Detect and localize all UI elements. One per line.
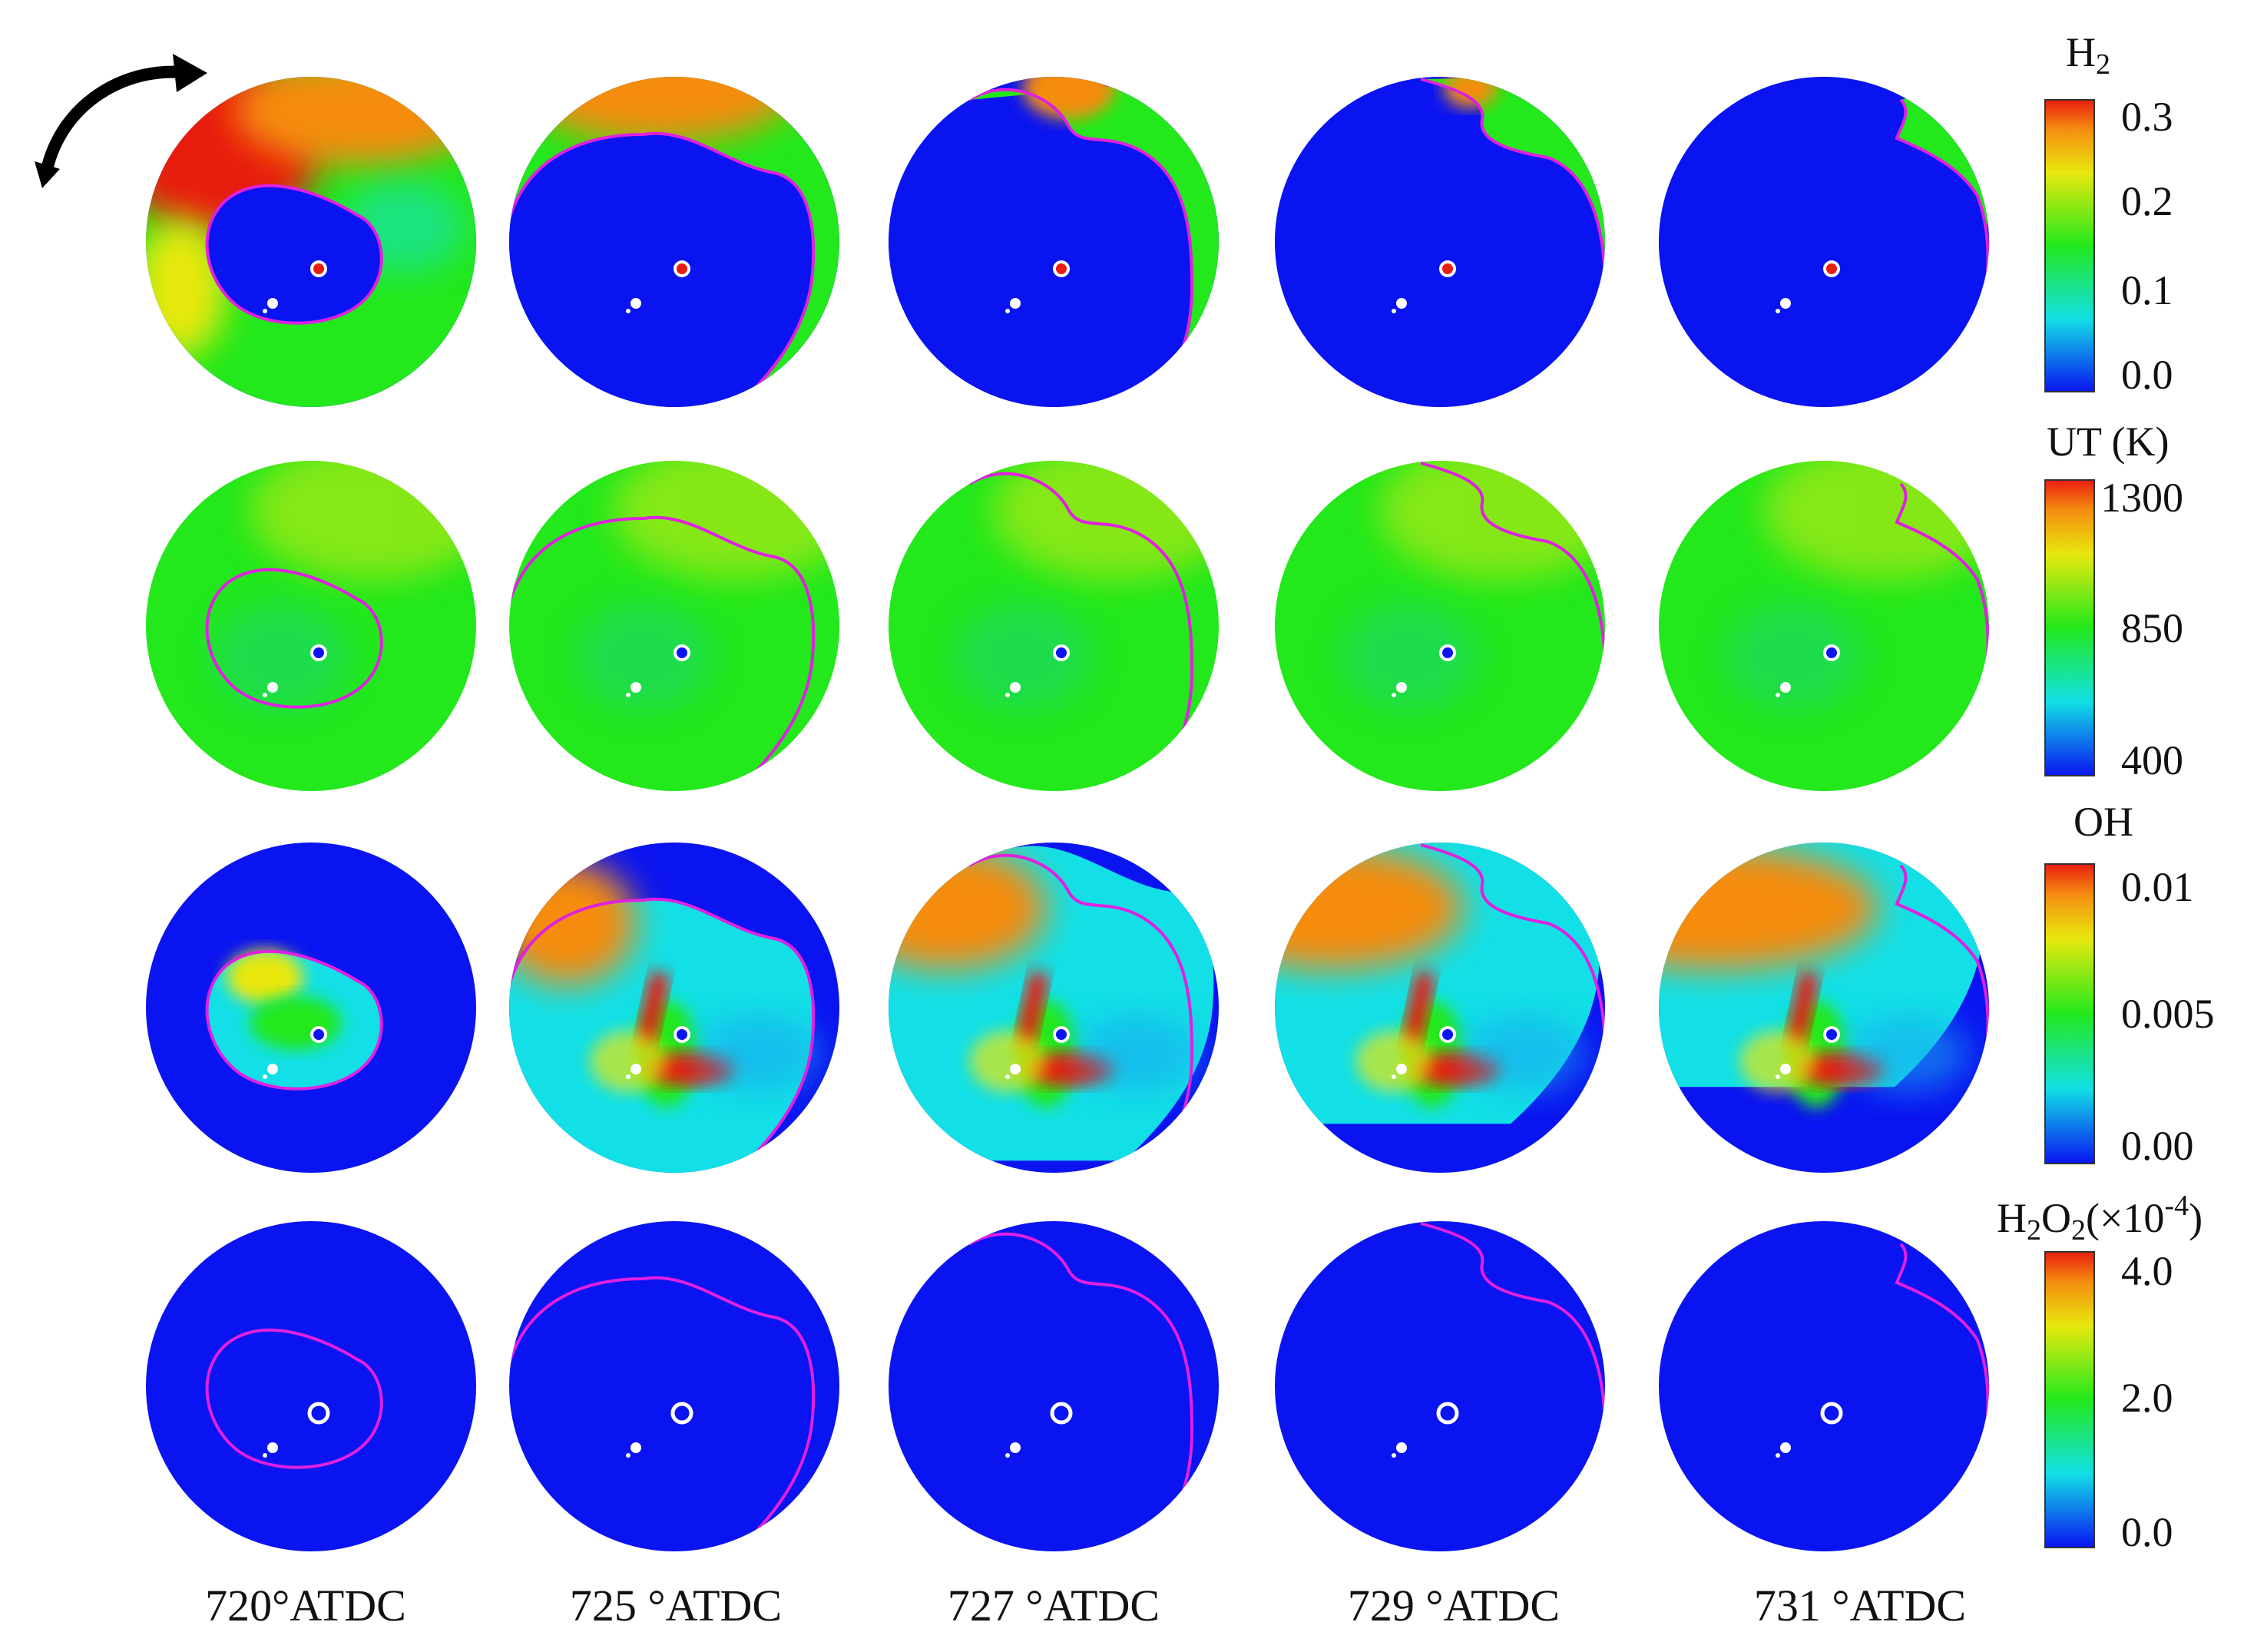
contour-panel: [889, 1221, 1219, 1551]
contour-panel: [1659, 77, 1989, 407]
contour-panel: [146, 77, 476, 407]
column-caption-720: 720°ATDC: [205, 1581, 406, 1630]
column-caption-727: 727 °ATDC: [947, 1581, 1160, 1630]
colorbar-title-h2: H2: [2066, 29, 2110, 81]
contour-panel: [146, 843, 476, 1173]
rotation-arrow-icon: [35, 54, 207, 188]
contour-panel-grid: [146, 77, 1989, 1551]
contour-panel: [146, 1221, 476, 1551]
contour-panel: [889, 77, 1219, 407]
contour-panel: [509, 1221, 839, 1551]
tick-label: 0.3: [2121, 94, 2173, 140]
contour-panel: [1275, 843, 1605, 1173]
contour-panel: [509, 77, 839, 407]
column-caption-731: 731 °ATDC: [1753, 1581, 1967, 1630]
column-caption-725: 725 °ATDC: [569, 1581, 783, 1630]
contour-panel: [889, 843, 1219, 1173]
tick-label: 0.2: [2121, 178, 2173, 224]
contour-panel: [1275, 461, 1605, 791]
tick-label: 0.005: [2121, 991, 2215, 1037]
tick-label: 0.0: [2121, 1509, 2173, 1555]
colorbar-h2o2: [2044, 1251, 2095, 1548]
tick-label: 2.0: [2121, 1375, 2173, 1421]
tick-label: 850: [2121, 605, 2183, 651]
tick-label: 1300: [2100, 475, 2183, 521]
contour-panel: [509, 843, 839, 1173]
tick-label: 0.0: [2121, 352, 2173, 398]
colorbar-h2: [2044, 99, 2095, 392]
tick-label: 4.0: [2121, 1248, 2173, 1294]
colorbar-oh: [2044, 863, 2095, 1164]
tick-label: 0.1: [2121, 267, 2173, 313]
contour-panel: [1659, 1221, 1989, 1551]
colorbar-title-ut: UT (K): [2047, 419, 2170, 465]
contour-panel: [1275, 77, 1605, 407]
contour-panel: [1659, 461, 1989, 791]
contour-panel: [1275, 1221, 1605, 1551]
contour-panel: [1659, 843, 1989, 1173]
contour-panel: [146, 461, 476, 791]
tick-label: 0.01: [2121, 864, 2194, 910]
contour-panel: [889, 461, 1219, 791]
contour-panel: [509, 461, 839, 791]
tick-label: 400: [2121, 737, 2183, 783]
tick-label: 0.00: [2121, 1123, 2194, 1169]
colorbar-title-h2o2: H2O2(×10-4): [1997, 1190, 2203, 1246]
column-caption-729: 729 °ATDC: [1347, 1581, 1561, 1630]
colorbar-title-oh: OH: [2074, 799, 2133, 845]
colorbar-ut: [2044, 479, 2095, 776]
